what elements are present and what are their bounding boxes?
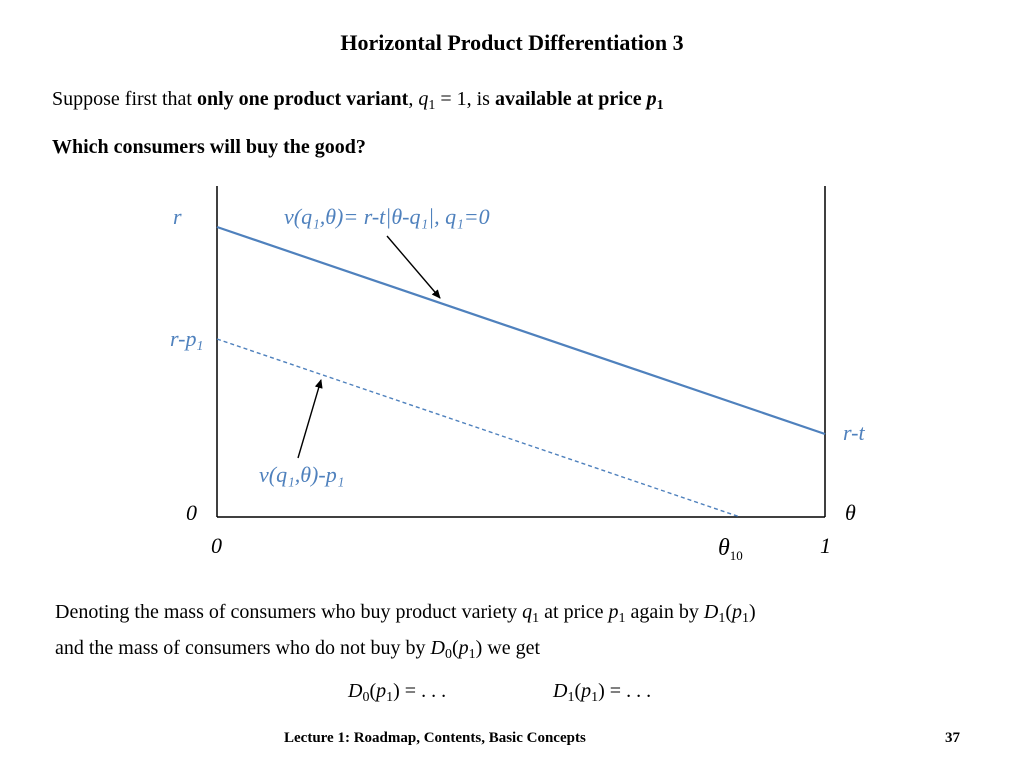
para-t1: Denoting the mass of consumers who buy p… (55, 601, 523, 623)
label-x-zero: 0 (211, 533, 222, 558)
valuation-line (216, 225, 826, 436)
explanation-paragraph: Denoting the mass of consumers who buy p… (55, 594, 756, 666)
label-r-minus-p1: r-p1 (170, 326, 203, 354)
label-r-minus-p1-sub: 1 (196, 339, 203, 354)
paragraph-line-1: Denoting the mass of consumers who buy p… (55, 594, 756, 630)
intro-prefix: Suppose first that (52, 88, 197, 110)
para-D0-sub: 0 (444, 647, 452, 663)
para-open: ( (725, 601, 732, 623)
para-q-var: q (522, 601, 533, 623)
para-D1-sub: 1 (718, 611, 726, 627)
para-p2-sub: 1 (741, 611, 749, 627)
question-text: Which consumers will buy the good? (52, 136, 366, 158)
para-t5: we get (482, 637, 541, 659)
page-number: 37 (945, 730, 960, 746)
eq1-D: D (553, 680, 568, 702)
intro-bold-phrase: only one product variant (197, 88, 409, 110)
paragraph-line-2: and the mass of consumers who do not buy… (55, 630, 756, 666)
label-r-minus-p1-text: r-p (170, 326, 196, 351)
eq1-p: p (581, 680, 592, 702)
eq0-sub: 0 (362, 690, 370, 706)
eq0-open: ( (369, 680, 377, 702)
label-theta10: θ10 (718, 535, 743, 563)
eq1-sub: 1 (567, 690, 575, 706)
label-valuation-formula: v(q₁,θ)= r-t|θ-q₁|, q₁=0 (284, 204, 490, 229)
intro-comma: , (408, 88, 419, 110)
para-q-sub: 1 (532, 611, 540, 627)
eq1-rest: ) = . . . (598, 680, 652, 702)
arrow-to-net-valuation-line (297, 379, 323, 459)
para-open-2: ( (451, 637, 459, 659)
intro-p-var: p (646, 88, 657, 110)
para-close: ) (748, 601, 756, 623)
eq0-D: D (348, 680, 363, 702)
eq1-psub: 1 (591, 690, 599, 706)
para-p-var: p (608, 601, 619, 623)
intro-q-sub: 1 (428, 98, 436, 114)
intro-bold-tail: available at price (494, 88, 647, 110)
para-close-2: ) (475, 637, 483, 659)
label-net-valuation: v(q₁,θ)-p₁ (259, 462, 344, 487)
intro-equals: = 1, is (435, 88, 495, 110)
footer-text: Lecture 1: Roadmap, Contents, Basic Conc… (284, 730, 586, 746)
label-theta10-sub: 10 (730, 548, 743, 563)
para-p3-sub: 1 (468, 647, 476, 663)
equation-d1: D1(p1) = . . . (553, 680, 652, 706)
net-valuation-line (216, 338, 741, 518)
para-p-sub: 1 (618, 611, 626, 627)
equation-d0: D0(p1) = . . . (348, 680, 447, 706)
label-theta-axis: θ (845, 500, 856, 525)
para-p2-var: p (731, 601, 742, 623)
eq0-psub: 1 (386, 690, 394, 706)
label-origin-y: 0 (186, 500, 197, 525)
demand-diagram: r r-p1 r-t 0 θ 0 1 θ10 v(q₁,θ)= r-t|θ-q₁… (170, 186, 865, 563)
para-D-var: D (703, 601, 719, 623)
eq0-p: p (376, 680, 387, 702)
label-r: r (173, 204, 182, 229)
eq1-open: ( (574, 680, 582, 702)
arrow-to-valuation-line (386, 235, 441, 299)
para-t3: again by (625, 601, 704, 623)
intro-q-var: q (418, 88, 429, 110)
intro-sentence: Suppose first that only one product vari… (52, 88, 664, 114)
slide-title: Horizontal Product Differentiation 3 (340, 30, 684, 55)
intro-p-sub: 1 (656, 98, 664, 114)
para-t4: and the mass of consumers who do not buy… (55, 637, 431, 659)
label-theta10-symbol: θ (718, 535, 730, 561)
para-D0-var: D (430, 637, 445, 659)
label-x-one: 1 (820, 533, 831, 558)
para-t2: at price (539, 601, 609, 623)
para-p3-var: p (458, 637, 469, 659)
eq0-rest: ) = . . . (393, 680, 447, 702)
label-r-minus-t: r-t (843, 420, 865, 445)
